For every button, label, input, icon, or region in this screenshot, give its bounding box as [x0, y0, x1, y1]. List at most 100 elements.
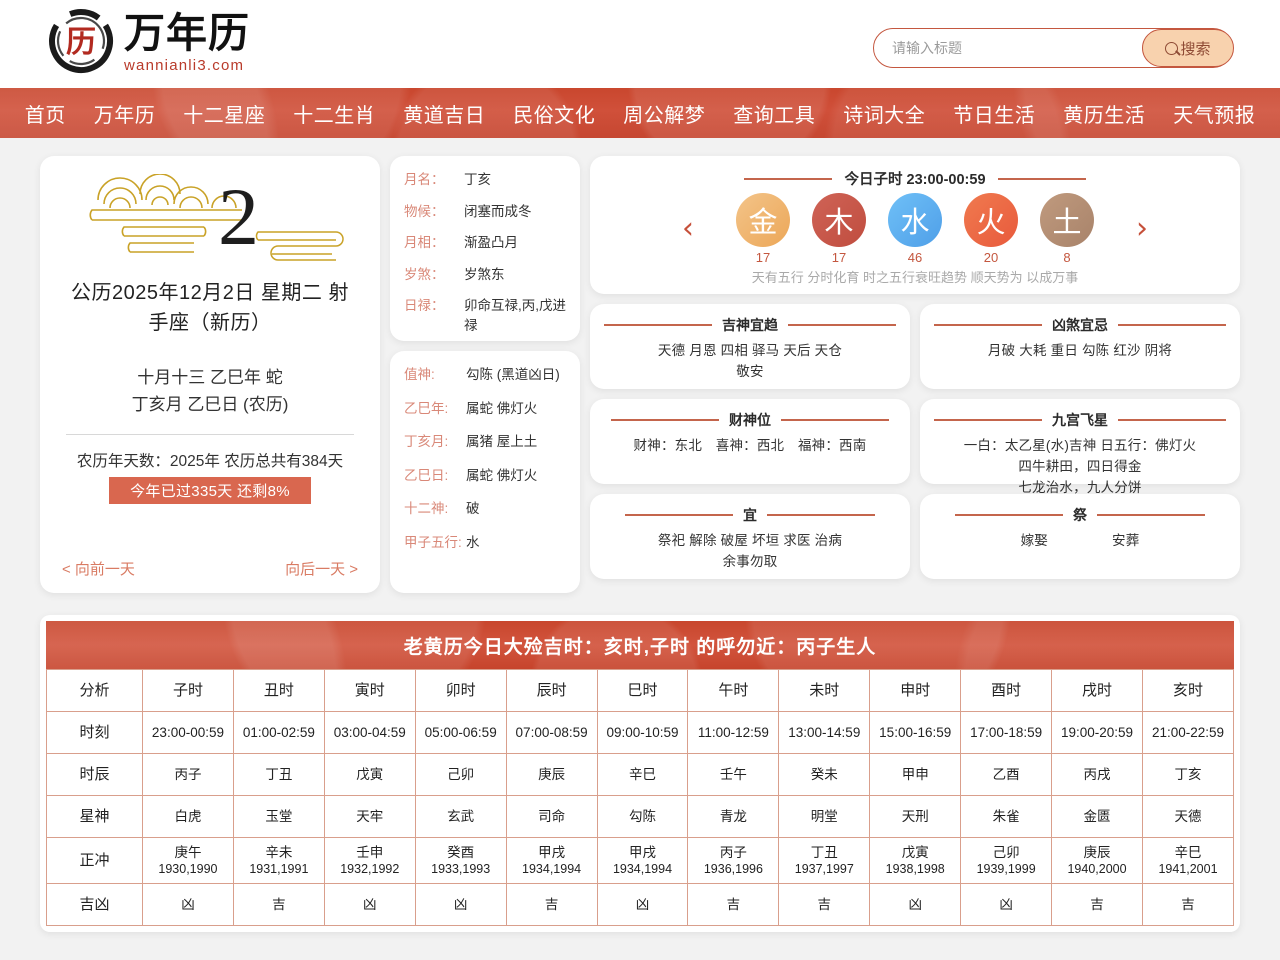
cell-clash-ganzhi: 辛巳 [1174, 844, 1202, 860]
title-rule-left [955, 514, 1063, 516]
wuxing-item-earth[interactable]: 土 8 [1040, 193, 1094, 265]
search-box[interactable]: 搜索 [873, 28, 1234, 68]
wuxing-item-water[interactable]: 水 46 [888, 193, 942, 265]
nav-item-home[interactable]: 首页 [24, 104, 66, 127]
nav-item-dream[interactable]: 周公解梦 [623, 104, 706, 127]
cell-star: 玄武 [414, 795, 507, 838]
panel-body: 一白：太乙星(水)吉神 日五行：佛灯火 四牛耕田，四日得金 七龙治水，九人分饼 [964, 436, 1197, 499]
table-row-header: 分析 子时 丑时 寅时 卯时 辰时 巳时 午时 未时 申时 酉时 戌时 亥时 [46, 669, 1235, 712]
cell-star: 青龙 [687, 795, 780, 838]
wuxing-item-metal[interactable]: 金 17 [736, 193, 790, 265]
site-logo[interactable]: 历 万年历 wannianli3.com [48, 8, 250, 74]
search-icon [1165, 41, 1179, 55]
detail-row: 日禄： 卯命互禄,丙,戊进禄 [404, 296, 568, 335]
cell-time: 21:00-22:59 [1141, 711, 1235, 754]
prev-day-button[interactable]: < 向前一天 [62, 561, 135, 578]
nav-item-zodiac-west[interactable]: 十二星座 [183, 104, 266, 127]
cell-ganzhi: 丙子 [142, 753, 234, 796]
date-card: 2 公历2025年12月2日 星期二 射手座（新历） 十月十三 乙巳年 蛇 丁亥… [40, 156, 380, 593]
cell-ganzhi: 丁丑 [232, 753, 325, 796]
cell-clash-years: 1938,1998 [885, 862, 945, 877]
cell-clash: 辛巳 1941,2001 [1141, 837, 1235, 884]
nav-item-auspicious[interactable]: 黄道吉日 [403, 104, 486, 127]
wuxing-footnote: 天有五行 分时化育 时之五行衰旺趋势 顺天势为 以成万事 [751, 270, 1079, 285]
chevron-right-icon[interactable]: › [1136, 211, 1148, 246]
panel-line: 天德 月恩 四相 驿马 天后 天仓 [657, 343, 843, 358]
panel-line: 余事勿取 [722, 553, 778, 569]
detail-row: 值神: 勾陈 (黑道凶日) [404, 365, 568, 385]
cell-fortune: 凶 [869, 883, 962, 926]
cell-star: 金匮 [1051, 795, 1143, 838]
table-row-star: 星神 白虎 玉堂 天牢 玄武 司命 勾陈 青龙 明堂 天刑 朱雀 金匮 天德 [46, 795, 1235, 838]
panel-title: 九宫飞星 [934, 410, 1226, 430]
next-day-button[interactable]: 向后一天 > [285, 561, 358, 578]
detail-row: 甲子五行: 水 [404, 533, 568, 553]
nav-item-calendar[interactable]: 万年历 [93, 104, 156, 127]
panel-line: 月破 大耗 重日 勾陈 红沙 阴将 [987, 343, 1173, 358]
search-button[interactable]: 搜索 [1142, 29, 1234, 67]
cell-clash-ganzhi: 丙子 [719, 844, 747, 860]
detail-value: 闭塞而成冬 [464, 203, 532, 219]
cell-clash: 庚午 1930,1990 [142, 837, 234, 884]
panel-title-text: 吉神宜趋 [722, 317, 778, 333]
col-header-yin: 寅时 [323, 669, 416, 712]
cell-clash: 丁丑 1937,1997 [778, 837, 871, 884]
col-header-chou: 丑时 [232, 669, 325, 712]
nav-item-festival[interactable]: 节日生活 [953, 104, 1036, 127]
nav-item-weather[interactable]: 天气预报 [1173, 104, 1256, 127]
wuxing-item-fire[interactable]: 火 20 [964, 193, 1018, 265]
chevron-left-icon[interactable]: ‹ [682, 211, 694, 246]
panel-line: 财神：东北 喜神：西北 福神：西南 [633, 438, 867, 453]
logo-subtitle: wannianli3.com [124, 56, 245, 74]
main-nav: 首页 万年历 十二星座 十二生肖 黄道吉日 民俗文化 周公解梦 查询工具 诗词大… [0, 88, 1280, 138]
detail-value: 勾陈 (黑道凶日) [466, 367, 560, 382]
wuxing-metal-icon: 金 [736, 193, 790, 247]
col-header-you: 酉时 [960, 669, 1053, 712]
nav-item-poetry[interactable]: 诗词大全 [843, 104, 926, 127]
search-button-label: 搜索 [1180, 40, 1211, 58]
detail-value: 岁煞东 [464, 266, 505, 282]
cell-clash-ganzhi: 庚午 [174, 844, 202, 860]
row-header-analysis: 分析 [46, 669, 143, 712]
detail-key: 月名： [404, 172, 445, 187]
detail-key: 物候： [404, 203, 445, 219]
table-row-time: 时刻 23:00-00:59 01:00-02:59 03:00-04:59 0… [46, 711, 1235, 754]
cell-clash-ganzhi: 丁丑 [810, 844, 838, 860]
cell-fortune: 吉 [778, 883, 871, 926]
nav-item-tools[interactable]: 查询工具 [733, 104, 816, 127]
wuxing-fire-value: 20 [983, 250, 999, 265]
cell-star: 白虎 [142, 795, 234, 838]
cell-time: 17:00-18:59 [960, 711, 1053, 754]
cell-clash-years: 1934,1994 [522, 862, 582, 877]
lunar-date-line1: 十月十三 乙巳年 蛇 [137, 368, 283, 387]
panel-title: 宜 [604, 505, 896, 525]
cell-clash-years: 1939,1999 [976, 862, 1036, 877]
nav-item-zodiac-cn[interactable]: 十二生肖 [293, 104, 376, 127]
auspicious-cloud-icon: 2 [62, 173, 358, 270]
detail-key: 岁煞： [404, 266, 445, 282]
cell-star: 勾陈 [596, 795, 689, 838]
detail-value: 破 [466, 501, 480, 517]
cell-ganzhi: 己卯 [414, 753, 507, 796]
cell-ganzhi: 乙酉 [960, 753, 1053, 796]
panel-title-text: 凶煞宜忌 [1052, 317, 1108, 333]
cell-clash: 甲戌 1934,1994 [505, 837, 598, 884]
cell-clash: 壬申 1932,1992 [323, 837, 416, 884]
wuxing-metal-value: 17 [755, 250, 771, 265]
nav-item-folk[interactable]: 民俗文化 [513, 104, 596, 127]
title-rule-right [1118, 324, 1226, 326]
search-input[interactable] [874, 29, 1142, 67]
svg-text:历: 历 [66, 26, 96, 59]
cell-clash-years: 1931,1991 [249, 862, 309, 877]
luck-table-card: 老黄历今日大殓吉时：亥时,子时 的呼勿近：丙子生人 分析 子时 丑时 寅时 卯时… [40, 615, 1240, 932]
cell-fortune: 吉 [232, 883, 325, 926]
site-header: 历 万年历 wannianli3.com 搜索 [0, 0, 1280, 88]
wuxing-items: 金 17 木 17 水 46 火 20 [736, 193, 1094, 265]
panel-body: 月破 大耗 重日 勾陈 红沙 阴将 [988, 341, 1172, 362]
detail-value: 水 [466, 534, 480, 550]
wuxing-item-wood[interactable]: 木 17 [812, 193, 866, 265]
cell-time: 07:00-08:59 [505, 711, 598, 754]
title-rule-right [997, 177, 1086, 180]
cell-fortune: 凶 [323, 883, 416, 926]
nav-item-almanac[interactable]: 黄历生活 [1063, 104, 1146, 127]
